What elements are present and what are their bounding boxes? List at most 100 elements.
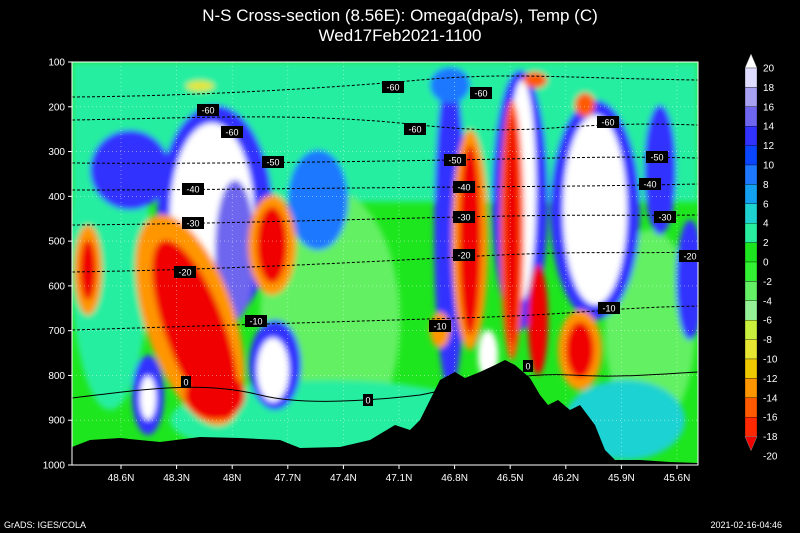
y-tick-label: 400 bbox=[48, 192, 65, 203]
svg-text:-10: -10 bbox=[433, 322, 446, 332]
colorbar-swatch bbox=[744, 397, 758, 418]
colorbar-label: -12 bbox=[763, 374, 778, 385]
y-tick-label: 300 bbox=[48, 147, 65, 158]
y-tick-label: 800 bbox=[48, 371, 65, 382]
contour-line-0 bbox=[72, 371, 698, 402]
chart-subtitle: Wed17Feb2021-1100 bbox=[318, 26, 482, 45]
blue-upper-left bbox=[90, 130, 170, 210]
white-right-big bbox=[563, 115, 627, 305]
colorbar-label: -6 bbox=[763, 316, 772, 327]
contour-label: -20 bbox=[174, 266, 196, 278]
colorbar-top-arrow bbox=[744, 53, 758, 69]
orange-top-center bbox=[523, 72, 547, 88]
colorbar-label: 20 bbox=[763, 64, 775, 75]
colorbar-swatch bbox=[744, 417, 758, 437]
contour-labels: -60 -60 -60 -60 -60 -60 -50 -50 -50 -40 -40 -40 -30 -… bbox=[174, 81, 701, 406]
colorbar-label: -20 bbox=[763, 452, 778, 463]
contour-label: -40 bbox=[182, 183, 204, 195]
x-tick-label: 45.6N bbox=[664, 473, 691, 484]
chart-title: N-S Cross-section (8.56E): Omega(dpa/s),… bbox=[202, 6, 598, 25]
colorbar-swatch bbox=[744, 242, 758, 263]
contour-label: -40 bbox=[453, 181, 475, 193]
contour-label: -50 bbox=[646, 151, 668, 163]
y-tick-label: 100 bbox=[48, 58, 65, 69]
x-tick-label: 48.6N bbox=[108, 473, 135, 484]
contour-label: -10 bbox=[598, 302, 620, 314]
colorbar-label: -10 bbox=[763, 355, 778, 366]
terrain bbox=[72, 360, 698, 465]
svg-text:-50: -50 bbox=[448, 156, 461, 166]
plot-border bbox=[71, 61, 699, 466]
grid-lines bbox=[72, 62, 698, 465]
x-axis: 48.6N 48.3N 48N 47.7N 47.4N 47.1N 46.8N 46.5N 46… bbox=[108, 465, 691, 484]
y-tick-label: 600 bbox=[48, 281, 65, 292]
contour-label: -50 bbox=[262, 156, 284, 168]
colorbar-swatch bbox=[744, 126, 758, 146]
colorbar-swatch bbox=[744, 223, 758, 243]
colorbar-swatch bbox=[744, 261, 758, 282]
colorbar-label: 4 bbox=[763, 219, 769, 230]
colorbar-bottom-arrow bbox=[744, 436, 758, 452]
svg-text:-30: -30 bbox=[658, 213, 671, 223]
colorbar-swatch bbox=[744, 378, 758, 398]
svg-text:0: 0 bbox=[525, 362, 530, 372]
colorbar-swatch bbox=[744, 106, 758, 127]
y-tick-label: 900 bbox=[48, 416, 65, 427]
contour-label: -30 bbox=[453, 211, 475, 223]
colorbar-label: 10 bbox=[763, 161, 775, 172]
x-tick-label: 47.1N bbox=[386, 473, 413, 484]
colorbar-swatch bbox=[744, 87, 758, 107]
y-tick-label: 200 bbox=[48, 102, 65, 113]
contour-label: -20 bbox=[453, 249, 475, 261]
colorbar-swatch bbox=[744, 164, 758, 185]
svg-text:-50: -50 bbox=[650, 153, 663, 163]
colorbar-label: 2 bbox=[763, 238, 769, 249]
svg-text:-40: -40 bbox=[186, 185, 199, 195]
contour-line-40 bbox=[72, 183, 698, 191]
contour-label: 0 bbox=[363, 394, 373, 406]
svg-text:0: 0 bbox=[365, 396, 370, 406]
blue-right-edge bbox=[676, 220, 698, 340]
svg-text:-40: -40 bbox=[643, 180, 656, 190]
x-tick-label: 45.9N bbox=[608, 473, 635, 484]
contour-label: -60 bbox=[382, 81, 404, 93]
x-tick-label: 46.2N bbox=[552, 473, 579, 484]
yellow-top-left bbox=[186, 81, 214, 91]
colorbar-label: 6 bbox=[763, 199, 769, 210]
colorbar-swatch bbox=[744, 320, 758, 340]
blue-far-right bbox=[644, 105, 676, 235]
colorbar-label: 0 bbox=[763, 258, 769, 269]
colorbar-label: -2 bbox=[763, 277, 772, 288]
svg-text:-20: -20 bbox=[683, 252, 696, 262]
y-tick-label: 1000 bbox=[43, 461, 66, 472]
contour-label: -10 bbox=[429, 320, 451, 332]
contour-label: 0 bbox=[523, 360, 533, 372]
red-center-tall bbox=[459, 145, 481, 335]
svg-text:-50: -50 bbox=[266, 158, 279, 168]
svg-text:-10: -10 bbox=[602, 304, 615, 314]
colorbar: 20181614121086420-2-4-6-8-10-12-14-16-18… bbox=[744, 53, 778, 463]
red-center-3 bbox=[528, 265, 548, 375]
contour-label: -60 bbox=[404, 123, 426, 135]
x-tick-label: 47.7N bbox=[274, 473, 301, 484]
white-mid bbox=[257, 338, 289, 402]
blue-top-center bbox=[430, 67, 470, 103]
colorbar-label: -18 bbox=[763, 432, 778, 443]
red-low-left bbox=[185, 370, 245, 420]
contour-label: -30 bbox=[182, 217, 204, 229]
svg-text:-10: -10 bbox=[249, 317, 262, 327]
x-tick-label: 47.4N bbox=[330, 473, 357, 484]
svg-text:-60: -60 bbox=[225, 128, 238, 138]
x-tick-label: 48N bbox=[223, 473, 241, 484]
orange-top-right bbox=[575, 93, 595, 117]
svg-text:-60: -60 bbox=[386, 83, 399, 93]
contour-label: -60 bbox=[221, 126, 243, 138]
colorbar-swatch bbox=[744, 358, 758, 379]
x-tick-label: 46.5N bbox=[497, 473, 524, 484]
colorbar-label: 12 bbox=[763, 141, 775, 152]
colorbar-label: -14 bbox=[763, 393, 778, 404]
colorbar-swatch bbox=[744, 145, 758, 166]
svg-text:-20: -20 bbox=[457, 251, 470, 261]
svg-text:-30: -30 bbox=[186, 219, 199, 229]
